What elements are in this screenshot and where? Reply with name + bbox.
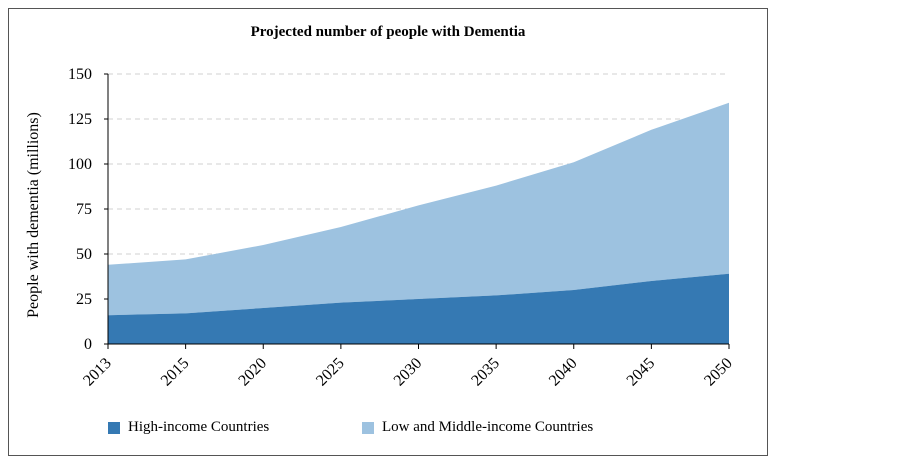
y-tick-label-0: 0 — [84, 336, 92, 353]
area-series-0 — [108, 273, 729, 344]
x-tick-label-2045: 2045 — [624, 355, 659, 390]
legend-swatch-low-middle-income — [362, 421, 374, 434]
y-tick-label-125: 125 — [68, 111, 92, 128]
legend-item-high-income: High-income Countries — [108, 419, 269, 436]
x-tick-label-2020: 2020 — [235, 355, 270, 390]
x-tick-label-2035: 2035 — [468, 355, 503, 390]
y-tick-label-150: 150 — [68, 66, 92, 83]
x-tick-label-2025: 2025 — [313, 355, 348, 390]
x-tick-label-2050: 2050 — [701, 355, 736, 390]
x-tick-label-2015: 2015 — [158, 355, 193, 390]
area-series-1 — [108, 102, 729, 316]
legend-label-high-income: High-income Countries — [128, 419, 270, 435]
x-tick-label-2040: 2040 — [546, 355, 581, 390]
legend-item-low-middle-income: Low and Middle-income Countries — [362, 419, 593, 436]
y-tick-label-25: 25 — [76, 291, 92, 308]
y-tick-label-100: 100 — [68, 156, 92, 173]
x-tick-label-2030: 2030 — [391, 355, 426, 390]
chart-title: Projected number of people with Dementia — [250, 24, 526, 40]
x-tick-label-2013: 2013 — [80, 355, 115, 390]
y-axis-label: People with dementia (millions) — [25, 112, 42, 318]
y-tick-label-75: 75 — [76, 201, 92, 218]
legend-label-low-middle-income: Low and Middle-income Countries — [382, 419, 594, 435]
y-tick-label-50: 50 — [76, 246, 92, 263]
legend-swatch-high-income — [108, 421, 120, 434]
